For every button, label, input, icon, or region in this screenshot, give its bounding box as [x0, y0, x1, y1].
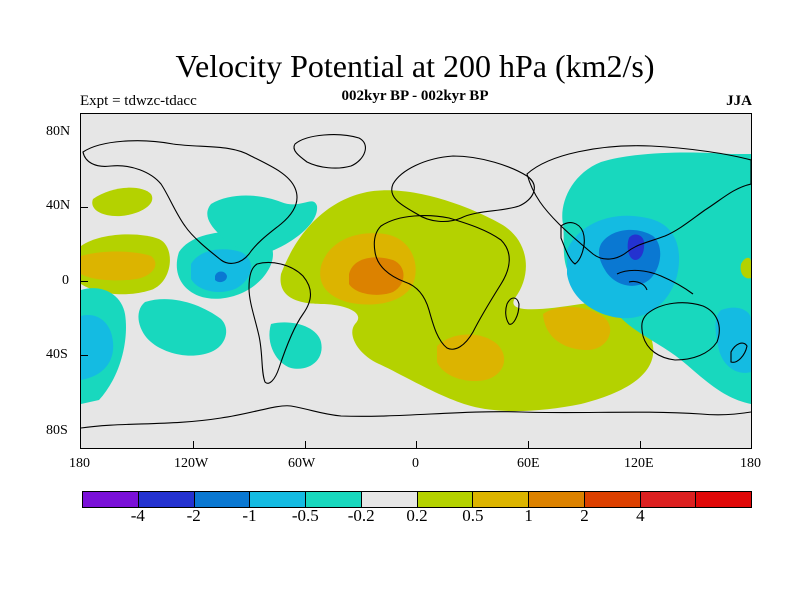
coast-maritime-continent — [616, 269, 694, 295]
map-panel — [80, 113, 752, 449]
region-east-pacific-min — [215, 271, 227, 283]
coast-india — [560, 222, 585, 265]
coast-australia — [641, 302, 720, 361]
color-legend-swatch — [250, 492, 306, 507]
coast-europe — [391, 155, 535, 223]
coast-north-america — [82, 140, 298, 264]
color-legend-label: 4 — [636, 506, 645, 525]
tick-60w — [305, 441, 306, 448]
tick-40n — [81, 207, 88, 208]
color-legend-swatch — [306, 492, 362, 507]
region-madagascar-east-positive — [543, 306, 611, 350]
region-date-line-positive — [740, 257, 751, 279]
tick-0 — [416, 441, 417, 448]
lon-label-180-east: 180 — [740, 456, 761, 471]
color-legend-swatch — [361, 492, 418, 507]
coast-antarctica — [81, 405, 751, 429]
color-legend-swatch — [640, 492, 697, 507]
region-southeast-pacific-teal — [138, 299, 227, 356]
coast-asia — [526, 145, 751, 260]
tick-40s — [81, 355, 88, 356]
tick-120w — [193, 441, 194, 448]
experiment-label: Expt = tdwzc-tdacc — [80, 93, 197, 109]
coast-south-america — [248, 261, 312, 384]
lon-label-60e: 60E — [517, 456, 540, 471]
tick-120e — [640, 441, 641, 448]
tick-eq — [81, 281, 88, 282]
tick-60e — [528, 441, 529, 448]
coastlines — [81, 134, 751, 429]
coast-greenland — [293, 134, 366, 169]
color-legend-label: -0.5 — [291, 506, 319, 525]
color-legend-swatch — [417, 492, 474, 507]
region-gulf-of-guinea-max — [349, 257, 404, 295]
color-legend-swatch — [696, 492, 751, 507]
lon-label-120w: 120W — [174, 456, 209, 471]
map-subtitle: 002kyr BP - 002kyr BP — [341, 88, 489, 104]
region-pacific-west-core — [81, 251, 156, 281]
lat-label-40n: 40N — [46, 198, 71, 213]
color-legend-swatch — [473, 492, 529, 507]
color-legend-swatch — [529, 492, 585, 507]
color-legend-label: 2 — [580, 506, 589, 525]
map-svg — [81, 114, 751, 448]
region-maritime-continent-neg — [598, 229, 661, 286]
lon-label-120e: 120E — [624, 456, 654, 471]
region-north-pacific — [92, 187, 153, 217]
color-legend-label: -1 — [242, 506, 257, 525]
color-legend-label: -2 — [186, 506, 201, 525]
region-far-west-negative-core — [81, 315, 114, 380]
color-legend-label: 0.2 — [406, 506, 428, 525]
map-title: Velocity Potential at 200 hPa (km2/s) — [175, 48, 655, 84]
color-legend-swatch — [194, 492, 251, 507]
lat-label-40s: 40S — [46, 347, 68, 362]
color-legend-label: 1 — [524, 506, 533, 525]
lat-label-80n: 80N — [46, 124, 71, 139]
color-legend-label: -0.2 — [347, 506, 375, 525]
lat-label-0: 0 — [62, 273, 69, 288]
coast-new-zealand — [730, 342, 748, 363]
color-legend-label: -4 — [130, 506, 145, 525]
color-legend-bar — [82, 491, 752, 508]
lon-label-180-west: 180 — [69, 456, 90, 471]
coast-africa — [373, 215, 510, 350]
region-east-pacific-negative-core — [191, 249, 252, 293]
lon-label-0: 0 — [412, 456, 419, 471]
lon-label-60w: 60W — [288, 456, 316, 471]
coast-madagascar — [505, 297, 520, 325]
color-legend-swatch — [138, 492, 195, 507]
region-southern-indian-positive — [437, 334, 505, 382]
color-legend-label: 0.5 — [462, 506, 484, 525]
lat-label-80s: 80S — [46, 423, 68, 438]
color-legend-swatch — [584, 492, 641, 507]
color-legend-swatch — [83, 492, 139, 507]
region-atlantic-north-teal — [207, 195, 318, 254]
season-label: JJA — [726, 93, 752, 109]
